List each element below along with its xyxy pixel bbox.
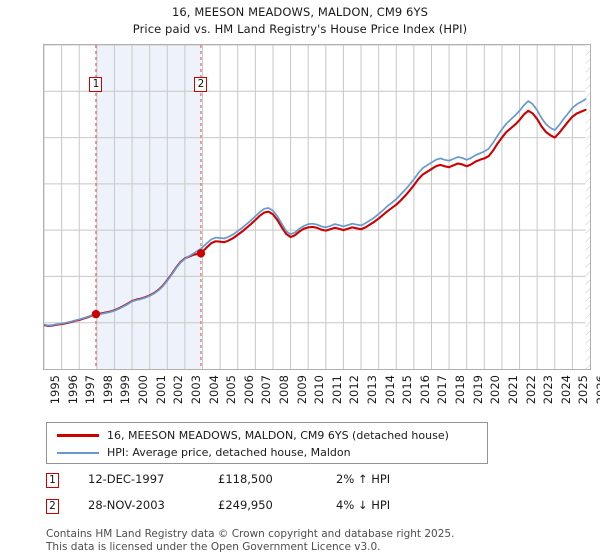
legend-swatch-blue-icon xyxy=(57,451,99,454)
plot-svg xyxy=(44,45,590,369)
transaction-date: 12-DEC-1997 xyxy=(88,472,165,486)
transaction-hpi-delta: 4% ↓ HPI xyxy=(336,498,391,512)
footer-line-licence: This data is licensed under the Open Gov… xyxy=(46,540,381,553)
x-axis-tick-label: 2004 xyxy=(206,375,221,405)
x-axis-tick-label: 2018 xyxy=(453,375,468,405)
chart-area: £0£100K£200K£300K£400K£500K£600K£700K 12 xyxy=(0,40,600,375)
footer-line-copyright: Contains HM Land Registry data © Crown c… xyxy=(46,528,455,540)
title-address: 16, MEESON MEADOWS, MALDON, CM9 6YS xyxy=(171,5,429,19)
legend-label-price-paid: 16, MEESON MEADOWS, MALDON, CM9 6YS (det… xyxy=(107,429,449,442)
x-axis-tick-label: 1996 xyxy=(65,375,80,405)
legend-row-price-paid: 16, MEESON MEADOWS, MALDON, CM9 6YS (det… xyxy=(53,427,481,444)
no-data-hatch-region xyxy=(585,45,590,369)
sale-marker-label: 1 xyxy=(89,77,103,92)
transaction-row: 1 12-DEC-1997 £118,500 2% ↑ HPI xyxy=(46,472,466,493)
x-axis-tick-label: 2006 xyxy=(241,375,256,405)
x-axis-tick-label: 2014 xyxy=(382,375,397,405)
x-axis-tick-label: 1999 xyxy=(118,375,133,405)
x-axis-tick-label: 2016 xyxy=(417,375,432,405)
transaction-marker-number: 1 xyxy=(46,473,59,488)
x-axis-tick-label: 2001 xyxy=(153,375,168,405)
transaction-price: £249,950 xyxy=(218,498,273,512)
x-axis-tick-label: 2026 xyxy=(594,375,600,405)
x-axis-tick-label: 2009 xyxy=(294,375,309,405)
series-line-hpi xyxy=(44,98,587,327)
x-axis-tick-label: 2015 xyxy=(400,375,415,405)
x-axis-tick-label: 2020 xyxy=(488,375,503,405)
x-axis-tick-label: 2003 xyxy=(188,375,203,405)
x-axis-tick-label: 2005 xyxy=(224,375,239,405)
x-axis-tick-label: 2002 xyxy=(171,375,186,405)
chart-legend: 16, MEESON MEADOWS, MALDON, CM9 6YS (det… xyxy=(46,422,488,464)
transaction-hpi-delta: 2% ↑ HPI xyxy=(336,472,391,486)
sale-marker-dot xyxy=(196,249,206,258)
legend-row-hpi: HPI: Average price, detached house, Mald… xyxy=(53,444,481,461)
sale-marker-dot xyxy=(91,309,101,319)
x-axis-tick-label: 2019 xyxy=(470,375,485,405)
x-axis-tick-label: 2024 xyxy=(558,375,573,405)
x-axis-tick-label: 2017 xyxy=(435,375,450,405)
title-subtitle: Price paid vs. HM Land Registry's House … xyxy=(132,22,468,36)
x-axis-tick-label: 1998 xyxy=(100,375,115,405)
transaction-date: 28-NOV-2003 xyxy=(88,498,165,512)
x-axis-tick-label: 1997 xyxy=(83,375,98,405)
x-axis-tick-label: 2023 xyxy=(541,375,556,405)
x-axis-tick-label: 2013 xyxy=(365,375,380,405)
footer-attribution: Contains HM Land Registry data © Crown c… xyxy=(46,528,586,553)
x-axis-tick-label: 2011 xyxy=(329,375,344,405)
y-axis-labels: £0£100K£200K£300K£400K£500K£600K£700K xyxy=(0,40,43,375)
x-axis-tick-label: 2012 xyxy=(347,375,362,405)
x-axis-tick-label: 2022 xyxy=(523,375,538,405)
transaction-row: 2 28-NOV-2003 £249,950 4% ↓ HPI xyxy=(46,498,466,519)
x-axis-tick-label: 2021 xyxy=(505,375,520,405)
page-title: 16, MEESON MEADOWS, MALDON, CM9 6YS Pric… xyxy=(0,4,600,38)
x-axis-tick-label: 2010 xyxy=(312,375,327,405)
transaction-marker-number: 2 xyxy=(46,499,59,514)
sale-marker-label: 2 xyxy=(194,77,208,92)
x-axis-tick-label: 2008 xyxy=(276,375,291,405)
legend-label-hpi: HPI: Average price, detached house, Mald… xyxy=(107,446,351,459)
x-axis-tick-label: 1995 xyxy=(48,375,62,405)
transaction-price: £118,500 xyxy=(218,472,273,486)
x-axis-tick-label: 2025 xyxy=(576,375,591,405)
x-axis-labels: 1995 1996 1997 1998 1999 2000 2001 2002 2003 2004… xyxy=(0,375,600,420)
legend-swatch-red-icon xyxy=(57,434,99,437)
x-axis-tick-label: 2000 xyxy=(136,375,151,405)
x-axis-tick-label: 2007 xyxy=(259,375,274,405)
ownership-period-band xyxy=(95,45,201,369)
